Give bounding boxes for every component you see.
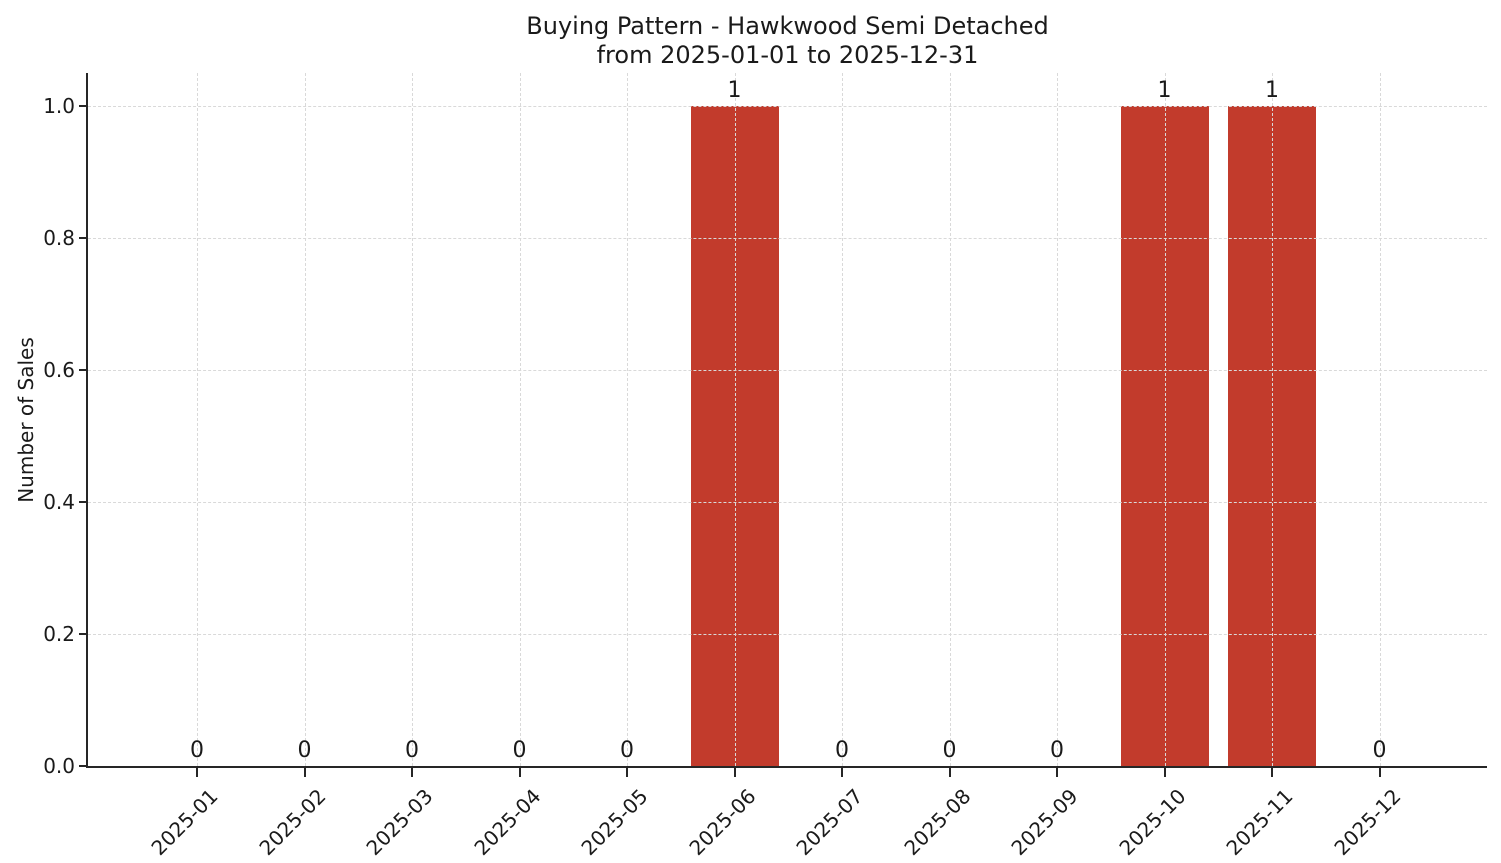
x-tick-label: 2025-01 xyxy=(146,784,223,861)
x-gridline xyxy=(1379,73,1381,766)
x-gridline xyxy=(949,73,951,766)
bar-value-label: 0 xyxy=(405,738,419,763)
x-tick xyxy=(303,768,306,777)
y-tick xyxy=(79,105,88,107)
x-tick-label: 2025-10 xyxy=(1114,784,1191,861)
x-tick xyxy=(196,768,198,777)
y-gridline xyxy=(88,106,1487,107)
x-gridline xyxy=(1272,73,1273,766)
x-tick-label: 2025-11 xyxy=(1221,784,1298,861)
y-gridline xyxy=(88,502,1487,503)
bar-value-label: 0 xyxy=(190,738,204,763)
x-axis-spine xyxy=(86,766,1487,768)
x-tick xyxy=(1056,768,1058,777)
x-tick-label: 2025-04 xyxy=(469,784,546,861)
bar-value-label: 1 xyxy=(1265,78,1279,103)
y-tick-label: 1.0 xyxy=(43,94,75,118)
x-tick-label: 2025-08 xyxy=(899,784,976,861)
x-tick-label: 2025-06 xyxy=(684,784,761,861)
bar-value-label: 0 xyxy=(1050,738,1064,763)
x-tick xyxy=(948,768,951,777)
bar-value-label: 0 xyxy=(297,738,312,763)
y-gridline xyxy=(88,238,1487,239)
bar-value-label: 0 xyxy=(620,738,634,763)
x-tick xyxy=(1378,768,1381,777)
x-gridline xyxy=(412,73,413,766)
x-gridline xyxy=(197,73,198,766)
y-tick-label: 0.6 xyxy=(43,358,75,382)
y-tick xyxy=(79,633,88,635)
y-tick-label: 0.2 xyxy=(43,622,75,646)
x-tick-label: 2025-07 xyxy=(791,784,868,861)
x-tick xyxy=(1271,768,1273,777)
y-axis-label: Number of Sales xyxy=(14,337,38,503)
x-tick-label: 2025-02 xyxy=(254,784,331,861)
chart-title-block: Buying Pattern - Hawkwood Semi Detached … xyxy=(88,12,1487,70)
x-tick xyxy=(733,768,736,777)
bar-value-label: 1 xyxy=(1157,78,1172,103)
y-axis-spine xyxy=(86,73,88,768)
x-gridline xyxy=(519,73,521,766)
x-tick-label: 2025-05 xyxy=(576,784,653,861)
bar-value-label: 0 xyxy=(512,738,527,763)
bar-value-label: 0 xyxy=(1372,738,1387,763)
x-tick xyxy=(841,768,843,777)
x-gridline xyxy=(627,73,628,766)
x-tick xyxy=(1163,768,1166,777)
y-tick-label: 0.8 xyxy=(43,226,75,250)
y-tick xyxy=(79,501,88,503)
x-gridline xyxy=(842,73,843,766)
chart-title: Buying Pattern - Hawkwood Semi Detached xyxy=(526,12,1049,40)
y-tick-label: 0.0 xyxy=(43,754,75,778)
y-tick xyxy=(79,237,88,239)
bar-value-label: 0 xyxy=(835,738,849,763)
x-gridline xyxy=(304,73,306,766)
y-tick xyxy=(79,369,88,371)
y-tick xyxy=(79,765,88,767)
x-tick-label: 2025-12 xyxy=(1329,784,1406,861)
x-tick-label: 2025-09 xyxy=(1006,784,1083,861)
y-gridline xyxy=(88,370,1487,371)
x-tick xyxy=(626,768,628,777)
y-tick-label: 0.4 xyxy=(43,490,75,514)
x-tick xyxy=(518,768,521,777)
bar-value-label: 1 xyxy=(727,78,742,103)
y-gridline xyxy=(88,634,1487,635)
x-gridline xyxy=(1057,73,1058,766)
chart-subtitle: from 2025-01-01 to 2025-12-31 xyxy=(596,41,979,69)
x-tick xyxy=(411,768,413,777)
x-gridline xyxy=(734,73,736,766)
bar-value-label: 0 xyxy=(942,738,957,763)
x-gridline xyxy=(1164,73,1166,766)
x-tick-label: 2025-03 xyxy=(361,784,438,861)
